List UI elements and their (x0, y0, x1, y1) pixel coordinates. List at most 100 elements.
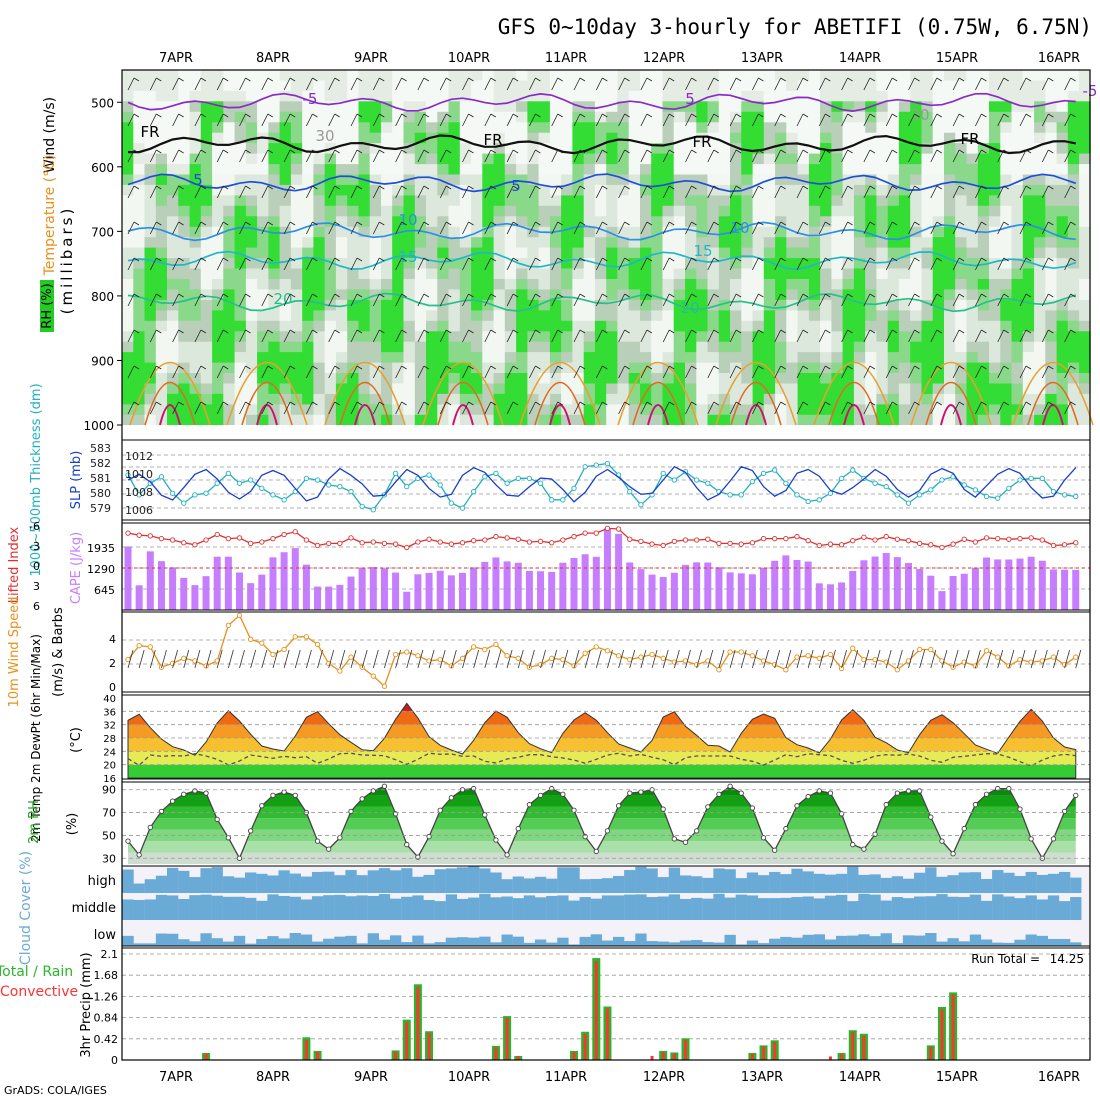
cloud-bar-high (1025, 871, 1037, 893)
precip-convective-bar (951, 994, 955, 1060)
cape-bar (938, 591, 946, 610)
cloud-bar-high (724, 869, 736, 893)
cloud-bar-high (1047, 873, 1060, 893)
thickness-point (582, 464, 588, 470)
wind-speed-point (783, 667, 789, 673)
cloud-bar-middle (1025, 895, 1037, 920)
wind-speed-point (1050, 654, 1057, 660)
cloud-bar-high (735, 878, 747, 893)
day-label-top: 12APR (643, 51, 685, 66)
cloud-bar-low (178, 939, 190, 946)
temp-axis-label-right: (°C) (69, 727, 84, 753)
cloud-bar-low (613, 936, 625, 946)
cloud-bar-middle (679, 898, 692, 920)
rh-point (1050, 836, 1057, 842)
cloud-bar-low (1014, 939, 1026, 946)
rh-tick: 90 (102, 784, 116, 797)
cloud-bar-high (824, 874, 837, 893)
wind-speed-point (247, 636, 254, 642)
thickness-point (850, 467, 856, 473)
cloud-bar-middle (189, 895, 201, 920)
wind-speed-point (850, 645, 856, 651)
wind-speed-point (749, 653, 756, 659)
thickness-point (426, 472, 432, 478)
warm-isotherm-outer (519, 361, 601, 426)
lifted-index-point (1028, 535, 1034, 541)
cloud-bar-high (836, 873, 848, 893)
cloud-bar-high (167, 867, 179, 893)
cloud-bar-high (490, 872, 502, 893)
cloud-bar-low (891, 943, 904, 946)
cloud-bar-low (836, 935, 848, 946)
lifted-index-point (671, 538, 677, 544)
lifted-index-point (147, 533, 153, 539)
cloud-bar-middle (1047, 895, 1060, 920)
hot-isotherm (843, 404, 865, 426)
cloud-bar-middle (769, 898, 781, 920)
cloud-bar-high (144, 879, 156, 893)
cloud-bar-low (713, 942, 725, 946)
rh-point (203, 790, 209, 796)
wind-speed-point (917, 646, 923, 653)
li-tick: 3 (33, 580, 40, 593)
cape-bar (615, 533, 623, 610)
thickness-point (247, 477, 254, 483)
cloud-bar-middle (813, 898, 825, 920)
rh-point (760, 835, 767, 841)
lifted-index-point (470, 538, 477, 544)
wind-speed-point (236, 612, 243, 618)
cloud-bar-middle (824, 895, 837, 920)
cloud-bar-middle (601, 895, 614, 920)
day-label-bottom: 15APR (936, 1070, 978, 1085)
lifted-index-point (972, 539, 979, 545)
lifted-index-point (816, 542, 822, 549)
cloud-bar-high (914, 872, 926, 893)
cloud-bar-high (1003, 872, 1015, 893)
thickness-point (972, 487, 979, 493)
wind-speed-point (404, 649, 410, 655)
li-tick: 0 (33, 560, 40, 573)
thickness-point (270, 492, 276, 498)
cloud-bar-low (367, 933, 379, 946)
cloud-bar-high (155, 875, 168, 893)
cloud-bar-middle (233, 896, 246, 920)
cloud-bar-middle (914, 896, 926, 920)
lifted-index-point (214, 531, 220, 538)
cape-bar (1049, 569, 1057, 610)
thickness-point (549, 497, 555, 503)
rh-point (660, 806, 666, 812)
warm-isotherm-outer (422, 361, 504, 426)
cloud-bar-high (980, 878, 993, 893)
thickness-point (894, 492, 900, 498)
cape-bar (804, 561, 812, 610)
cape-bar (336, 584, 344, 610)
warm-isotherm-outer (617, 361, 699, 426)
cape-bar (916, 568, 924, 610)
hot-isotherm (256, 404, 278, 426)
cloud-bar-high (401, 868, 413, 893)
cloud-bar-middle (1036, 899, 1048, 920)
lifted-index-point (125, 530, 131, 536)
cloud-bar-middle (334, 894, 346, 920)
run-total-value: 14.25 (1050, 952, 1084, 966)
contour-label: 10 (398, 211, 417, 229)
cloud-bar-low (167, 933, 179, 946)
cape-bar (704, 562, 712, 610)
lifted-index-point (894, 536, 900, 542)
hot-isotherm (354, 404, 376, 426)
day-label-bottom: 10APR (448, 1070, 490, 1085)
li-tick: 6 (33, 600, 40, 613)
cloud-bar-low (802, 934, 814, 946)
lifted-index-point (370, 539, 376, 545)
warm-isotherm-inner (1027, 381, 1079, 426)
cape-bar (325, 586, 333, 610)
cloud-bar-low (824, 939, 837, 946)
cape-bar (369, 567, 377, 610)
cloud-bar-high (713, 868, 725, 893)
cape-tick: 645 (94, 584, 115, 597)
cloud-bar-middle (657, 896, 669, 920)
cape-bar (269, 557, 277, 610)
rh-point (928, 814, 934, 820)
cloud-bar-high (858, 874, 870, 893)
lifted-index-point (392, 541, 399, 547)
